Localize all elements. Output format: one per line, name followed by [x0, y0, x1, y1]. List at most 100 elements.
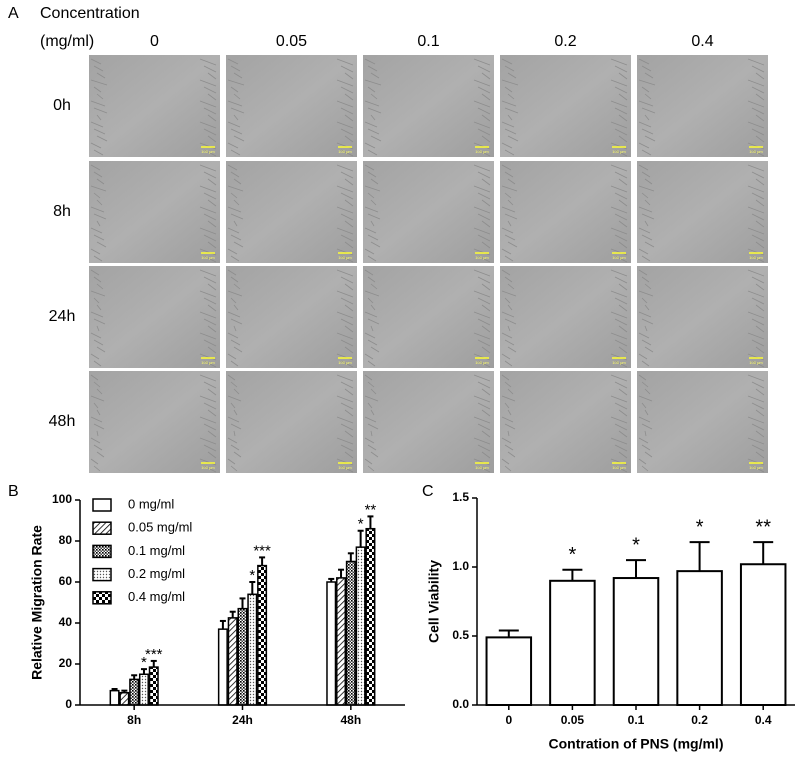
cell-texture	[207, 409, 217, 417]
cell-texture	[614, 465, 628, 473]
y-tick-label: 0.5	[452, 628, 469, 642]
cell-texture	[755, 409, 765, 417]
cell-texture	[747, 206, 765, 214]
cell-texture	[610, 248, 628, 256]
cell-texture	[501, 332, 513, 339]
cell-texture	[610, 121, 628, 129]
cell-texture	[227, 206, 242, 213]
micrograph-image	[500, 371, 631, 473]
y-axis-label: Cell Viability	[426, 560, 442, 643]
cell-texture	[618, 241, 628, 249]
cell-texture	[747, 142, 765, 150]
cell-texture	[504, 192, 512, 199]
cell-texture	[751, 171, 765, 179]
x-tick-label: 0	[505, 713, 512, 727]
cell-texture	[610, 416, 628, 424]
cell-texture	[644, 283, 652, 290]
cell-texture	[641, 318, 654, 325]
significance-mark: *	[569, 544, 577, 566]
cell-texture	[367, 318, 380, 325]
cell-texture	[344, 346, 354, 354]
bar	[227, 617, 238, 706]
cell-texture	[473, 332, 491, 340]
cell-texture	[370, 304, 376, 311]
cell-texture	[96, 409, 101, 416]
cell-texture	[644, 409, 649, 416]
cell-texture	[481, 199, 491, 207]
cell-texture	[96, 388, 103, 395]
cell-texture	[473, 164, 491, 172]
bar	[119, 691, 130, 706]
cell-texture	[227, 311, 241, 318]
cell-texture	[364, 248, 375, 255]
cell-texture	[90, 121, 104, 128]
scale-bar-label: 100 μm	[201, 255, 215, 260]
cell-texture	[507, 199, 514, 206]
cell-texture	[747, 164, 765, 172]
cell-texture	[751, 297, 765, 305]
cell-texture	[638, 269, 648, 276]
cell-texture	[644, 430, 647, 437]
cell-texture	[233, 178, 242, 185]
cell-texture	[644, 72, 654, 79]
cell-texture	[90, 227, 103, 234]
cell-texture	[199, 395, 217, 403]
cell-texture	[747, 121, 765, 129]
cell-texture	[203, 65, 217, 73]
cell-texture	[367, 276, 376, 283]
cell-texture	[367, 234, 379, 241]
significance-mark: *	[696, 516, 704, 538]
cell-texture	[755, 220, 765, 228]
cell-texture	[203, 423, 217, 431]
cell-texture	[336, 311, 354, 319]
cell-texture	[501, 311, 515, 318]
cell-texture	[90, 185, 107, 192]
cell-texture	[473, 353, 491, 361]
cell-texture	[610, 290, 628, 298]
bar	[355, 546, 366, 706]
cell-texture	[90, 206, 105, 213]
cell-texture	[755, 178, 765, 186]
cell-texture	[755, 135, 765, 143]
cell-texture	[203, 381, 217, 389]
cell-texture	[364, 416, 377, 423]
micrograph-image	[637, 266, 768, 368]
cell-texture	[618, 135, 628, 143]
cell-texture	[641, 234, 653, 241]
cell-texture	[638, 164, 649, 171]
micrograph-image	[363, 266, 494, 368]
micrograph: 100 μm	[363, 266, 494, 368]
micrograph-image	[363, 55, 494, 157]
cell-texture	[233, 283, 241, 290]
cell-texture	[473, 395, 491, 403]
cell-texture	[203, 213, 217, 221]
cell-texture	[367, 65, 378, 72]
legend-swatch	[92, 567, 112, 582]
cell-texture	[207, 72, 217, 80]
cell-texture	[227, 269, 237, 276]
cell-texture	[90, 142, 102, 149]
panel-label: C	[422, 483, 434, 500]
cell-texture	[340, 297, 354, 305]
cell-texture	[340, 149, 354, 157]
cell-texture	[610, 142, 628, 150]
cell-texture	[336, 100, 354, 108]
cell-texture	[638, 121, 652, 128]
cell-texture	[199, 374, 217, 382]
cell-texture	[747, 332, 765, 340]
cell-texture	[336, 290, 354, 298]
cell-texture	[344, 325, 354, 333]
cell-texture	[747, 374, 765, 382]
cell-texture	[501, 58, 513, 65]
cell-texture	[501, 185, 518, 192]
cell-texture	[477, 465, 491, 473]
x-tick-label: 0.4	[755, 713, 772, 727]
cell-texture	[481, 430, 491, 438]
cell-texture	[751, 423, 765, 431]
cell-texture	[367, 128, 380, 135]
cell-texture	[751, 234, 765, 242]
micrograph: 100 μm	[500, 161, 631, 263]
cell-texture	[207, 451, 217, 459]
cell-texture	[477, 423, 491, 431]
significance-mark: *	[249, 567, 255, 584]
